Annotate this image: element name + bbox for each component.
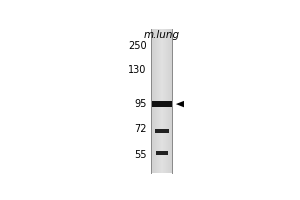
Bar xyxy=(155,29,156,173)
Text: 72: 72 xyxy=(134,124,147,134)
Bar xyxy=(155,129,169,133)
Bar xyxy=(164,29,165,173)
Text: 130: 130 xyxy=(128,65,147,75)
Polygon shape xyxy=(176,101,184,107)
Bar xyxy=(162,29,163,173)
Bar xyxy=(166,29,167,173)
Bar xyxy=(167,29,168,173)
Bar xyxy=(170,29,171,173)
Text: 95: 95 xyxy=(134,99,147,109)
Text: 55: 55 xyxy=(134,150,147,160)
Bar xyxy=(152,29,153,173)
Bar xyxy=(161,29,162,173)
Bar xyxy=(168,29,169,173)
Bar xyxy=(171,29,172,173)
Bar xyxy=(158,29,159,173)
Text: m.lung: m.lung xyxy=(144,30,180,40)
Bar xyxy=(163,29,164,173)
Bar xyxy=(156,29,157,173)
Bar xyxy=(156,151,168,155)
Bar xyxy=(159,29,160,173)
Bar xyxy=(165,29,166,173)
Bar xyxy=(152,101,172,107)
Bar xyxy=(157,29,158,173)
Bar xyxy=(153,29,154,173)
Bar xyxy=(169,29,170,173)
Bar xyxy=(154,29,155,173)
Bar xyxy=(160,29,161,173)
Text: 250: 250 xyxy=(128,41,147,51)
